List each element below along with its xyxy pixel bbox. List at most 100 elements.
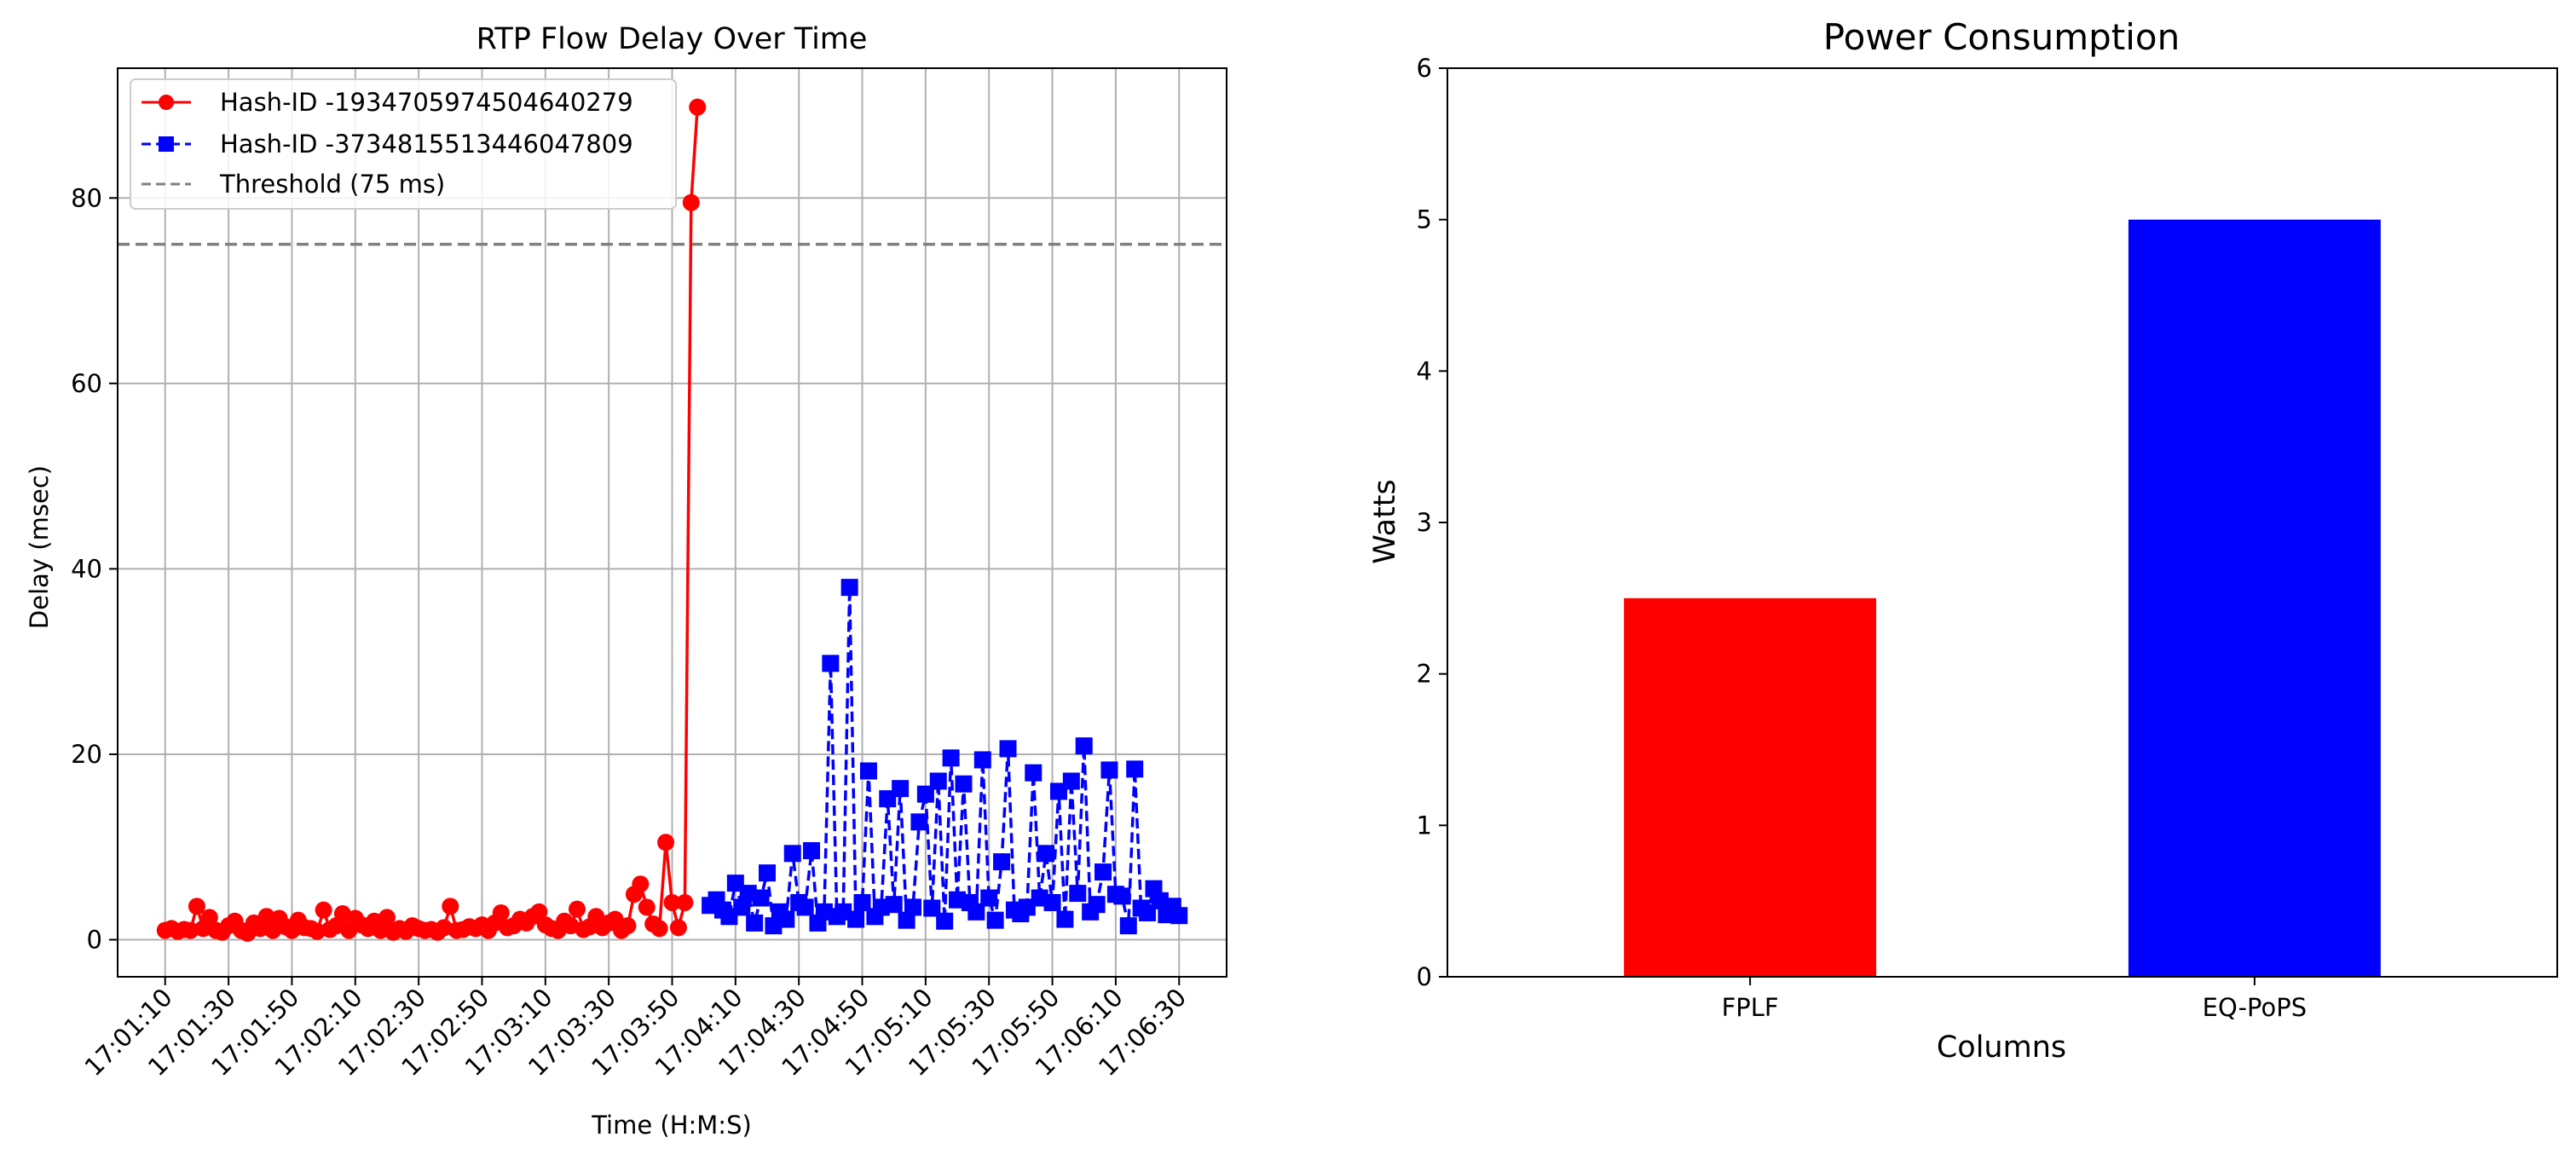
data-point	[1037, 845, 1055, 863]
data-point	[663, 893, 681, 911]
data-point	[853, 893, 871, 911]
data-point	[904, 898, 922, 916]
data-point	[885, 896, 903, 914]
y-ticks: 0 1 2 3 4 5 6	[1417, 54, 1447, 991]
data-point	[859, 762, 877, 780]
chart-title: Power Consumption	[1823, 16, 2180, 58]
x-ticks: FPLF EQ-PoPS	[1722, 977, 2307, 1022]
y-tick-label: 2	[1417, 660, 1432, 689]
data-point	[200, 909, 218, 926]
x-axis-label: Columns	[1937, 1030, 2066, 1065]
data-point	[783, 845, 801, 863]
y-tick-label: 1	[1417, 811, 1432, 840]
data-point	[378, 909, 396, 926]
data-point	[632, 875, 650, 893]
data-point	[682, 193, 700, 211]
data-point	[1043, 893, 1061, 911]
y-tick-label: 80	[71, 183, 102, 212]
data-point	[315, 901, 332, 919]
legend-box	[130, 78, 677, 210]
data-point	[442, 898, 459, 915]
x-tick-label: EQ-PoPS	[2203, 993, 2307, 1022]
y-tick-label: 0	[1417, 962, 1432, 991]
x-axis-label: Time (H:M:S)	[591, 1111, 752, 1140]
plot-frame	[1447, 67, 2558, 978]
data-point	[910, 813, 928, 831]
y-tick-label: 6	[1417, 54, 1432, 83]
data-point	[530, 903, 548, 921]
data-point	[676, 893, 694, 911]
data-point	[892, 780, 910, 798]
data-point	[777, 910, 795, 928]
bar-fplf	[1624, 597, 1877, 977]
y-axis-label: Delay (msec)	[25, 465, 54, 629]
data-point	[657, 834, 675, 851]
chart-title: RTP Flow Delay Over Time	[477, 22, 868, 56]
data-point	[967, 903, 985, 921]
data-point	[999, 740, 1017, 758]
legend: Hash-ID -1934705974504640279 Hash-ID -37…	[130, 78, 677, 210]
data-point	[759, 864, 777, 882]
bar-eq-pops	[2128, 219, 2381, 978]
data-point	[936, 912, 954, 930]
series-line-2	[708, 587, 1181, 932]
data-point	[796, 898, 814, 916]
data-point	[650, 920, 668, 938]
data-point	[1119, 917, 1137, 935]
data-point	[669, 919, 687, 937]
data-point	[1100, 761, 1118, 779]
data-point	[993, 853, 1011, 871]
data-point	[822, 655, 840, 672]
x-tick-label: FPLF	[1722, 993, 1779, 1022]
legend-marker-series-2	[159, 136, 174, 152]
data-point	[1056, 910, 1074, 928]
data-point	[916, 785, 934, 803]
data-point	[929, 772, 947, 790]
data-point	[1126, 760, 1144, 778]
data-point	[986, 911, 1004, 929]
data-point	[923, 899, 941, 917]
data-point	[733, 898, 751, 916]
data-point	[1113, 887, 1131, 905]
plot-frame	[117, 67, 1227, 978]
data-point	[752, 889, 770, 907]
data-point	[746, 914, 764, 932]
power-chart: FPLF EQ-PoPS 0 1 2 3 4 5 6 Power Consumption Co…	[1368, 16, 2558, 1065]
data-point	[898, 911, 915, 929]
data-point	[980, 889, 998, 907]
data-point	[1025, 764, 1043, 782]
data-point	[1069, 885, 1087, 903]
data-point	[568, 900, 586, 918]
data-point	[257, 908, 275, 926]
data-point	[1088, 896, 1106, 914]
data-point	[309, 922, 326, 940]
y-tick-label: 5	[1417, 205, 1432, 234]
y-tick-label: 60	[71, 369, 102, 398]
data-point	[372, 921, 390, 939]
series-group	[156, 98, 1188, 942]
legend-label-threshold: Threshold (75 ms)	[219, 170, 445, 199]
legend-marker-series-1	[159, 95, 174, 110]
data-point	[803, 842, 821, 860]
data-point	[1170, 907, 1188, 925]
data-point	[840, 579, 858, 597]
data-point	[955, 775, 973, 793]
legend-label-series-2: Hash-ID -3734815513446047809	[220, 130, 633, 159]
data-point	[182, 921, 199, 939]
data-point	[188, 898, 205, 915]
data-point	[973, 751, 991, 769]
bars	[1624, 219, 2381, 978]
data-point	[942, 749, 960, 767]
data-point	[638, 898, 656, 916]
y-tick-label: 20	[71, 740, 102, 769]
data-point	[492, 903, 510, 921]
legend-label-series-1: Hash-ID -1934705974504640279	[220, 88, 633, 117]
y-tick-label: 40	[71, 554, 102, 583]
y-tick-label: 0	[87, 925, 102, 954]
y-ticks: 0 20 40 60 80	[71, 183, 118, 954]
y-axis-label: Watts	[1368, 479, 1402, 564]
data-point	[1075, 737, 1093, 755]
y-tick-label: 3	[1417, 508, 1432, 537]
data-point	[847, 910, 865, 928]
